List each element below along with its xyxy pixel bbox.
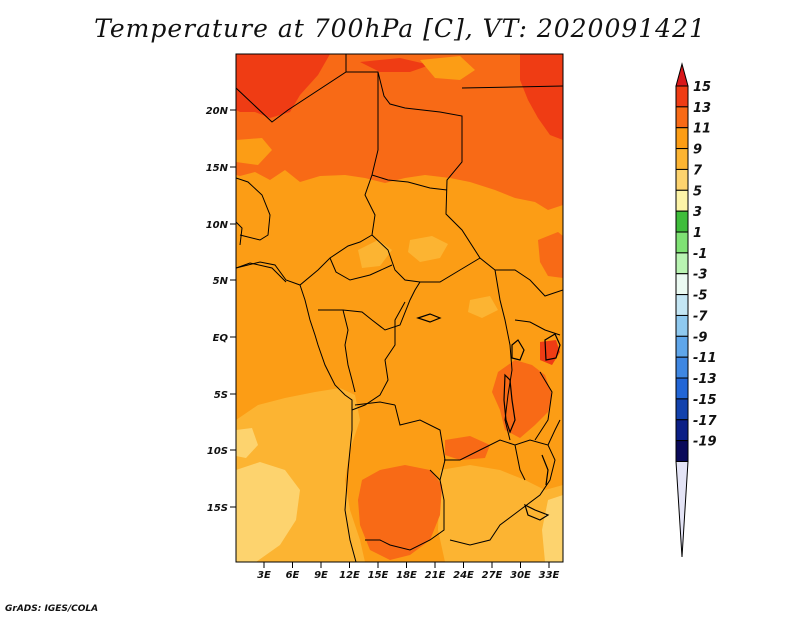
colorbar-box [675, 398, 689, 421]
colorbar: 15 13 11 9 7 5 3 1 -1 -3 -5 -7 -9 -11 -13 -15 -17 -19 [675, 62, 717, 558]
region-9c-west-patch [236, 138, 272, 165]
longitude-axis: 3E 6E 9E 12E 15E 18E 21E 24E 27E 30E 33E [257, 562, 560, 581]
lat-tick-label: 5N [213, 276, 229, 287]
colorbar-label: -13 [693, 372, 717, 387]
colorbar-label: 13 [693, 101, 711, 116]
credit-text: GrADS: IGES/COLA [5, 604, 99, 614]
colorbar-box [675, 419, 689, 442]
lat-tick-label: 5S [214, 390, 228, 401]
colorbar-box [675, 273, 689, 296]
colorbar-label: -11 [693, 351, 717, 366]
colorbar-label: -15 [693, 393, 717, 408]
country-borders [236, 54, 563, 562]
colorbar-label: -19 [693, 435, 717, 450]
region-5c-west-edge [236, 428, 258, 458]
lon-tick-label: 3E [257, 570, 271, 581]
colorbar-bottom-arrow [675, 460, 689, 558]
colorbar-label: -7 [693, 309, 708, 324]
colorbar-box [675, 231, 689, 254]
colorbar-label: -3 [693, 268, 707, 283]
lon-tick-label: 30E [510, 570, 531, 581]
lat-tick-label: 15N [206, 163, 229, 174]
colorbar-label: -1 [693, 247, 707, 262]
colorbar-top-arrow [675, 62, 689, 87]
colorbar-box [675, 210, 689, 233]
region-5c-southwest [236, 462, 300, 562]
region-7c-southeast [438, 465, 563, 562]
lat-tick-label: 10N [206, 220, 229, 231]
colorbar-box [675, 356, 689, 379]
colorbar-label: -17 [693, 414, 717, 429]
colorbar-box [675, 377, 689, 400]
colorbar-label: 9 [693, 143, 702, 158]
map-frame [235, 53, 564, 563]
region-5c-southeast-coast [542, 495, 563, 562]
region-7c-center-c [468, 296, 498, 318]
temperature-field [236, 54, 563, 562]
colorbar-box [675, 148, 689, 170]
lon-tick-label: 33E [539, 570, 560, 581]
lon-tick-label: 6E [286, 570, 300, 581]
colorbar-label: 15 [693, 80, 711, 95]
lakes [416, 313, 561, 521]
region-9c-sahara-patch [420, 56, 475, 80]
colorbar-label: 7 [693, 163, 703, 178]
colorbar-box [675, 85, 689, 108]
region-13c-northwest [236, 54, 330, 118]
colorbar-label: 3 [693, 205, 702, 220]
colorbar-label: 11 [693, 122, 711, 137]
colorbar-box [675, 189, 689, 212]
colorbar-box [675, 252, 689, 275]
region-13c-north-center [360, 58, 430, 72]
region-11c-south-b [445, 436, 490, 460]
colorbar-label: 5 [693, 184, 702, 199]
lon-tick-label: 27E [482, 570, 503, 581]
colorbar-box [675, 440, 689, 462]
colorbar-box [675, 127, 689, 150]
colorbar-box [675, 168, 689, 191]
latitude-axis: 20N 15N 10N 5N EQ 5S 10S 15S [206, 106, 236, 514]
region-11c-north [236, 54, 563, 210]
lon-tick-label: 21E [425, 570, 446, 581]
lon-tick-label: 12E [339, 570, 360, 581]
lat-tick-label: 10S [207, 446, 228, 457]
region-7c-center-a [408, 236, 448, 262]
region-7c-center-b [358, 240, 392, 268]
colorbar-box [675, 294, 689, 316]
region-11c-south [358, 465, 442, 560]
lon-tick-label: 15E [368, 570, 389, 581]
region-13c-northeast [520, 54, 563, 140]
lat-tick-label: 20N [206, 106, 229, 117]
region-11c-east [492, 360, 552, 438]
region-11c-ethiopia [538, 232, 563, 278]
chart-title: Temperature at 700hPa [C], VT: 202009142… [94, 14, 706, 43]
colorbar-label: -5 [693, 289, 707, 304]
colorbar-box [675, 314, 689, 337]
colorbar-box [675, 106, 689, 129]
lat-tick-label: EQ [213, 333, 229, 344]
lat-tick-label: 15S [207, 503, 228, 514]
lon-tick-label: 9E [314, 570, 328, 581]
lon-tick-label: 24E [453, 570, 474, 581]
colorbar-label: 1 [693, 226, 702, 241]
colorbar-box [675, 335, 689, 358]
lon-tick-label: 18E [396, 570, 417, 581]
colorbar-label: -9 [693, 330, 707, 345]
